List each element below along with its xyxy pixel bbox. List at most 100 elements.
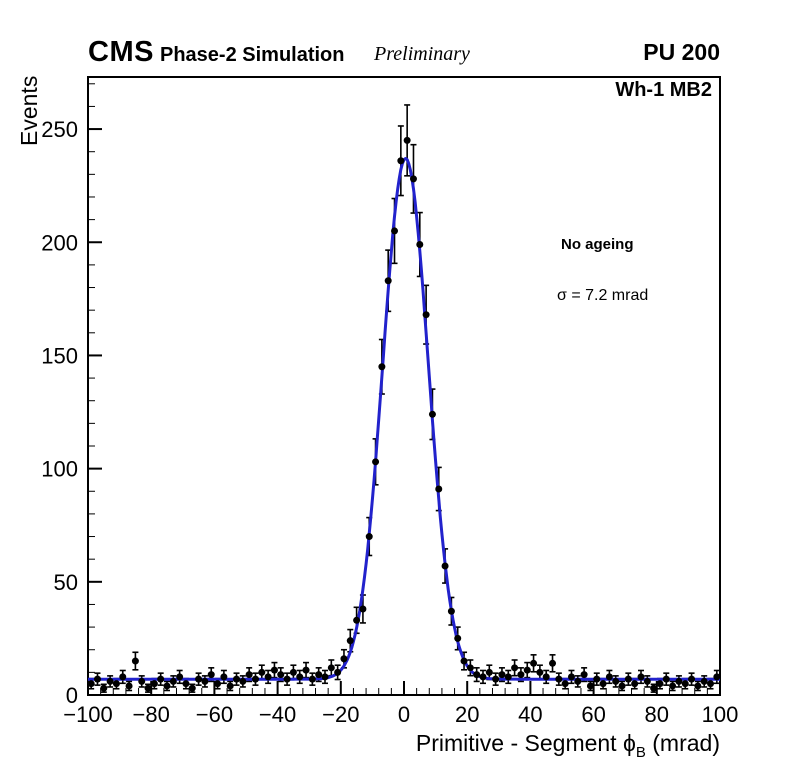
data-point bbox=[289, 668, 297, 676]
data-point bbox=[201, 677, 209, 685]
data-point bbox=[599, 680, 607, 688]
data-point bbox=[561, 680, 569, 688]
data-point bbox=[157, 675, 165, 683]
simulation-context-label: Phase-2 Simulation bbox=[160, 44, 345, 66]
data-point bbox=[87, 680, 95, 688]
data-point bbox=[662, 675, 670, 683]
data-point bbox=[580, 671, 588, 679]
data-point bbox=[517, 671, 525, 679]
data-point bbox=[713, 673, 721, 681]
data-point bbox=[251, 675, 259, 683]
x-tick-label: −40 bbox=[259, 702, 296, 727]
data-point bbox=[214, 680, 222, 688]
data-point bbox=[473, 671, 481, 679]
data-point bbox=[340, 655, 348, 663]
data-point bbox=[233, 675, 241, 683]
y-axis-title: Events bbox=[16, 75, 42, 146]
data-point bbox=[460, 657, 468, 665]
data-point bbox=[308, 675, 316, 683]
x-tick-label: 60 bbox=[581, 702, 605, 727]
legend-sigma-label: σ = 7.2 mrad bbox=[557, 287, 649, 304]
data-point bbox=[656, 680, 664, 688]
x-tick-label: 80 bbox=[645, 702, 669, 727]
x-tick-label: −20 bbox=[322, 702, 359, 727]
data-point bbox=[435, 485, 443, 493]
data-point bbox=[675, 677, 683, 685]
data-point bbox=[555, 675, 563, 683]
experiment-label: CMS bbox=[88, 36, 154, 68]
data-point bbox=[112, 680, 120, 688]
data-point bbox=[485, 668, 493, 676]
wheel-station-label: Wh-1 MB2 bbox=[615, 79, 712, 101]
data-point bbox=[536, 668, 544, 676]
data-point bbox=[593, 675, 601, 683]
data-point bbox=[530, 659, 538, 667]
data-point bbox=[523, 666, 531, 674]
data-point bbox=[365, 533, 373, 541]
data-point bbox=[258, 668, 266, 676]
data-point bbox=[359, 605, 367, 613]
data-point bbox=[226, 682, 234, 690]
data-point bbox=[391, 227, 399, 235]
data-point bbox=[618, 682, 626, 690]
data-point bbox=[549, 659, 557, 667]
data-point bbox=[100, 684, 108, 692]
data-point bbox=[650, 684, 658, 692]
data-point bbox=[346, 637, 354, 645]
y-tick-label: 50 bbox=[54, 570, 78, 595]
data-point bbox=[195, 675, 203, 683]
data-point bbox=[106, 677, 114, 685]
data-point bbox=[447, 607, 455, 615]
y-tick-label: 200 bbox=[41, 230, 78, 255]
data-point bbox=[220, 673, 228, 681]
phi-symbol: ϕ bbox=[622, 730, 636, 756]
data-point bbox=[283, 675, 291, 683]
x-tick-label: −100 bbox=[63, 702, 113, 727]
data-point bbox=[176, 673, 184, 681]
data-point bbox=[567, 673, 575, 681]
data-point bbox=[498, 671, 506, 679]
x-tick-label: 100 bbox=[702, 702, 739, 727]
data-point bbox=[334, 668, 342, 676]
data-point bbox=[270, 666, 278, 674]
data-point bbox=[612, 677, 620, 685]
data-point bbox=[504, 673, 512, 681]
data-point bbox=[542, 673, 550, 681]
data-point bbox=[302, 666, 310, 674]
data-point bbox=[397, 157, 405, 165]
data-point bbox=[315, 671, 323, 679]
x-tick-label: 40 bbox=[518, 702, 542, 727]
data-point bbox=[188, 684, 196, 692]
y-tick-label: 150 bbox=[41, 343, 78, 368]
data-point bbox=[511, 664, 519, 672]
data-point bbox=[574, 677, 582, 685]
plot-frame bbox=[87, 76, 721, 696]
data-point bbox=[327, 664, 335, 672]
data-point bbox=[245, 671, 253, 679]
data-point bbox=[700, 677, 708, 685]
data-point bbox=[694, 682, 702, 690]
data-point bbox=[372, 458, 380, 466]
data-point bbox=[492, 675, 500, 683]
data-point bbox=[428, 410, 436, 418]
data-point bbox=[264, 673, 272, 681]
data-point bbox=[207, 671, 215, 679]
data-point bbox=[138, 677, 146, 685]
data-point bbox=[422, 311, 430, 319]
data-point bbox=[466, 664, 474, 672]
x-tick-label: 0 bbox=[398, 702, 410, 727]
data-point bbox=[119, 673, 127, 681]
data-points bbox=[87, 136, 721, 692]
data-point bbox=[681, 680, 689, 688]
data-point bbox=[125, 682, 133, 690]
x-tick-label: −80 bbox=[133, 702, 170, 727]
data-point bbox=[403, 136, 411, 144]
data-point bbox=[605, 673, 613, 681]
phi-subscript: B bbox=[635, 744, 646, 761]
data-point bbox=[409, 175, 417, 183]
data-point bbox=[163, 682, 171, 690]
data-point bbox=[479, 673, 487, 681]
x-axis: −100 −80 −60 −40 −20 0 20 40 60 80 100 bbox=[63, 681, 738, 727]
y-axis: 0 50 100 150 200 250 bbox=[41, 83, 102, 708]
